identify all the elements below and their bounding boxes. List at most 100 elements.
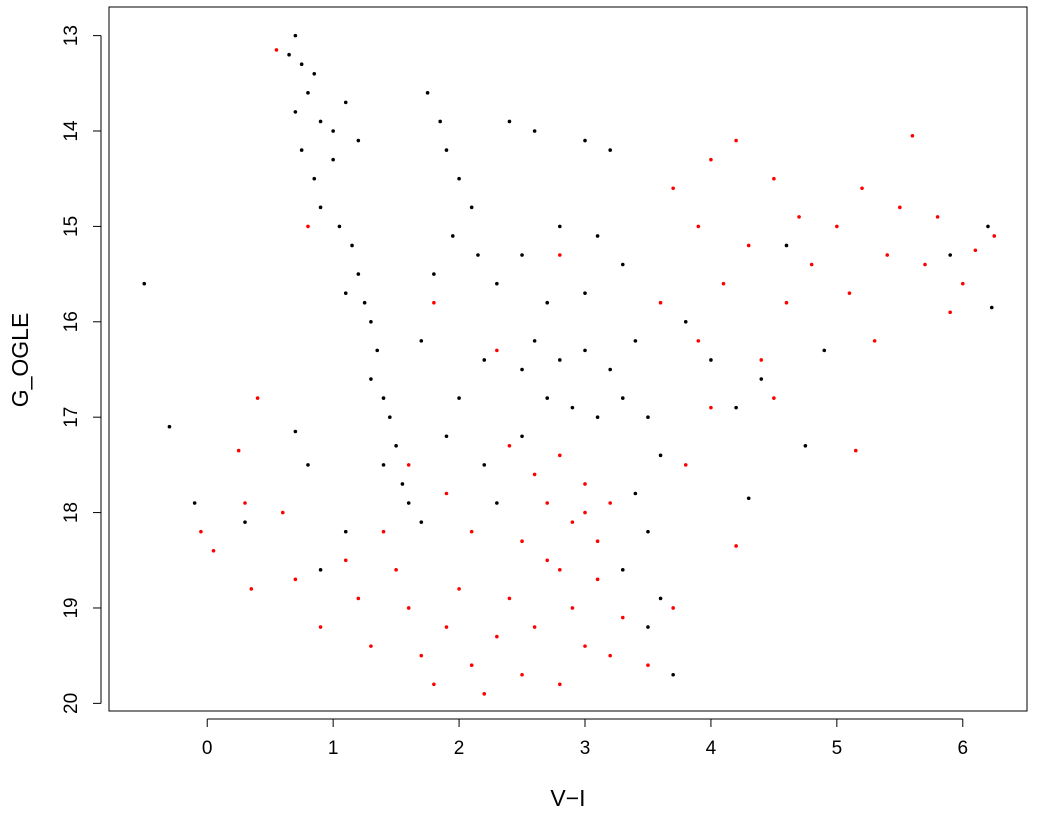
point	[394, 568, 398, 572]
x-tick-label: 5	[832, 738, 843, 759]
point	[482, 692, 487, 696]
point	[318, 625, 323, 629]
point	[721, 281, 726, 286]
x-tick-label: 1	[328, 738, 339, 759]
point	[293, 110, 298, 114]
plot-frame	[108, 6, 1028, 712]
point	[620, 262, 625, 267]
point	[532, 129, 537, 133]
point	[784, 243, 789, 248]
point	[249, 587, 254, 591]
point	[835, 224, 839, 229]
y-tick-label: 13	[61, 25, 82, 46]
point	[646, 415, 650, 419]
point	[243, 520, 247, 524]
point	[337, 224, 342, 229]
point	[318, 568, 323, 572]
point	[312, 176, 317, 181]
y-tick-label: 19	[61, 597, 82, 618]
point	[558, 253, 562, 257]
point	[520, 672, 524, 677]
x-tick-label: 0	[202, 738, 213, 759]
point	[910, 133, 915, 138]
point	[595, 415, 600, 419]
point	[312, 71, 317, 76]
point	[432, 682, 436, 687]
point	[394, 444, 398, 448]
point	[658, 453, 663, 458]
point	[532, 339, 537, 343]
point	[595, 539, 600, 544]
point	[432, 300, 436, 305]
point	[683, 463, 688, 467]
point	[992, 234, 997, 238]
x-tick-label: 2	[454, 738, 465, 759]
point	[784, 300, 789, 305]
point	[734, 544, 738, 548]
point	[356, 138, 361, 143]
point	[558, 453, 562, 458]
point	[469, 205, 474, 210]
point	[142, 281, 147, 286]
point	[570, 606, 575, 610]
point	[192, 501, 197, 505]
point	[772, 176, 776, 181]
point	[545, 501, 550, 505]
point	[476, 253, 480, 257]
point	[482, 358, 487, 362]
point	[419, 520, 424, 524]
point	[948, 253, 952, 257]
point	[406, 606, 411, 610]
point	[469, 663, 474, 668]
point	[973, 248, 978, 253]
point	[381, 529, 386, 534]
point	[532, 472, 537, 477]
point	[507, 596, 512, 601]
point	[558, 568, 562, 572]
point	[243, 501, 247, 505]
point	[759, 377, 764, 381]
point	[444, 148, 449, 152]
point	[558, 224, 562, 229]
y-tick-label: 14	[61, 120, 82, 142]
point	[381, 396, 386, 400]
point	[167, 424, 172, 429]
point	[280, 510, 285, 515]
x-tick-label: 6	[957, 738, 968, 759]
point	[847, 291, 852, 295]
point	[444, 491, 449, 496]
point	[507, 444, 512, 448]
point	[860, 186, 864, 191]
point	[709, 358, 713, 362]
point	[746, 243, 751, 248]
point	[343, 529, 348, 534]
point	[432, 272, 436, 276]
point	[362, 300, 367, 305]
point	[199, 529, 203, 534]
point	[425, 91, 430, 95]
y-tick-label: 18	[61, 502, 82, 523]
point	[211, 548, 216, 553]
point	[872, 339, 877, 343]
point	[558, 358, 562, 362]
point	[709, 157, 713, 162]
point	[299, 148, 304, 152]
point	[482, 463, 487, 467]
point	[935, 215, 940, 219]
point	[620, 568, 625, 572]
point	[853, 448, 858, 453]
point	[671, 672, 675, 677]
point	[646, 625, 650, 629]
point	[545, 558, 550, 563]
point	[671, 606, 675, 610]
point	[583, 482, 587, 486]
point	[709, 405, 713, 410]
point	[419, 653, 424, 658]
point	[356, 596, 361, 601]
x-tick-label: 4	[706, 738, 717, 759]
point	[255, 396, 260, 400]
point	[457, 176, 461, 181]
point	[495, 281, 499, 286]
point	[520, 434, 524, 439]
